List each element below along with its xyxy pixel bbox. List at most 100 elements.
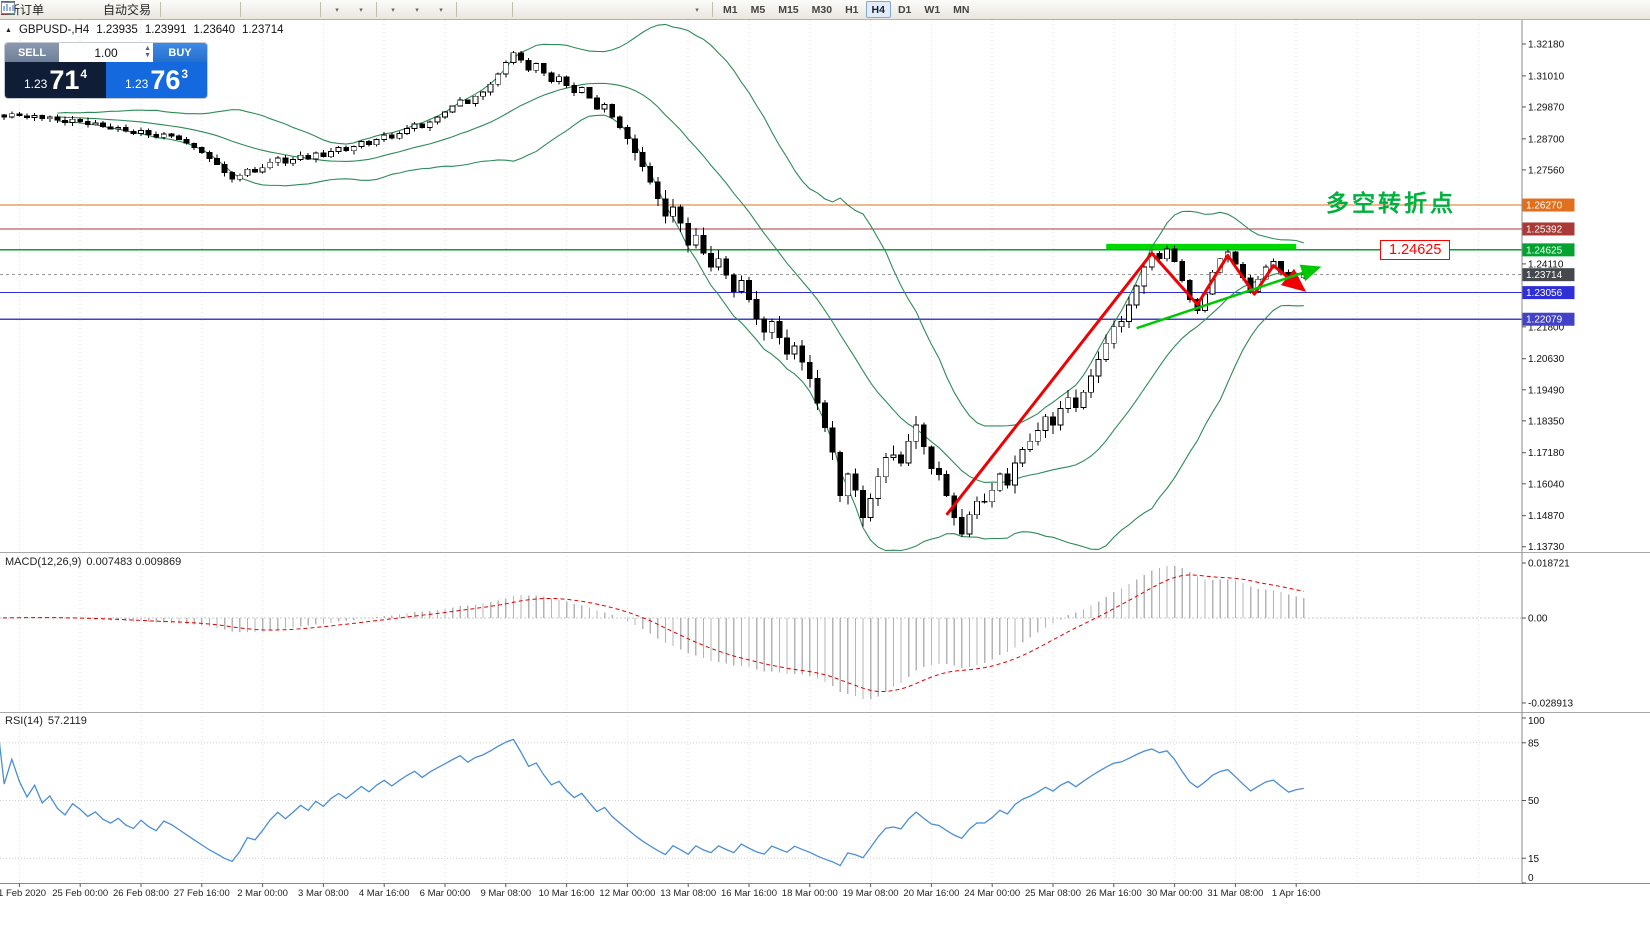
equidistant-channel-icon[interactable]: [1, 1, 612, 18]
svg-text:85: 85: [1528, 738, 1540, 749]
timeframe-MN[interactable]: MN: [953, 3, 970, 16]
volume-stepper-icon[interactable]: ▲ ▼: [144, 45, 151, 59]
zoom-in-icon[interactable]: [1, 1, 268, 18]
sell-price-box[interactable]: 1.23 71 4: [5, 62, 106, 98]
macd-histogram: [3, 565, 1305, 700]
svg-text:30 Mar 00:00: 30 Mar 00:00: [1147, 888, 1203, 899]
svg-text:21 Feb 2020: 21 Feb 2020: [0, 888, 46, 899]
shapes-icon[interactable]: ▾: [1, 1, 708, 18]
svg-text:1.21800: 1.21800: [1528, 322, 1565, 333]
bar-chart-icon[interactable]: [1, 1, 188, 18]
periods-icon[interactable]: ▾: [1, 1, 428, 18]
svg-text:4 Mar 16:00: 4 Mar 16:00: [359, 888, 410, 899]
svg-text:1.13730: 1.13730: [1528, 542, 1565, 553]
svg-text:1.24625: 1.24625: [1526, 245, 1563, 256]
svg-text:1.28700: 1.28700: [1528, 134, 1565, 145]
toolbar-separator: [456, 2, 458, 17]
buy-price-prefix: 1.23: [124, 76, 149, 91]
indicators-icon[interactable]: ▾: [2, 1, 404, 18]
zoom-out-icon[interactable]: [1, 1, 292, 18]
trendline-icon[interactable]: [1, 1, 588, 18]
sell-price-big: 71: [49, 64, 80, 95]
svg-text:13 Mar 08:00: 13 Mar 08:00: [660, 888, 716, 899]
svg-text:1.19490: 1.19490: [1528, 385, 1565, 396]
timeframe-D1[interactable]: D1: [897, 3, 912, 16]
high-value: 1.23991: [144, 24, 187, 36]
vertical-line-icon[interactable]: [7, 1, 564, 18]
svg-text:50: 50: [1528, 796, 1540, 807]
line-chart-icon[interactable]: [0, 1, 236, 18]
svg-text:12 Mar 00:00: 12 Mar 00:00: [599, 888, 655, 899]
svg-text:1.18350: 1.18350: [1528, 416, 1565, 427]
market-watch-icon[interactable]: [1, 1, 97, 18]
fibonacci-icon[interactable]: [1, 1, 636, 18]
chart-autoscroll-icon[interactable]: [1, 1, 1647, 18]
horizontal-line-icon[interactable]: [1, 1, 540, 18]
rsi-value: 57.2119: [47, 715, 87, 727]
svg-text:1.32180: 1.32180: [1528, 40, 1565, 51]
symbol-period-label: GBPUSD-,H4: [18, 24, 90, 36]
svg-text:1.24110: 1.24110: [1528, 259, 1564, 270]
templates-icon[interactable]: ▾: [1, 1, 452, 18]
svg-text:26 Mar 16:00: 26 Mar 16:00: [1086, 888, 1142, 899]
svg-text:1.25392: 1.25392: [1526, 224, 1563, 235]
new-chart-icon[interactable]: ▾: [1, 1, 348, 18]
toolbar-separator: [160, 2, 162, 17]
sell-button[interactable]: SELL: [5, 43, 59, 62]
chart-background: [0, 20, 1650, 944]
svg-text:20 Mar 16:00: 20 Mar 16:00: [903, 888, 959, 899]
chart-shift-icon[interactable]: [1, 1, 1623, 18]
timeframe-W1[interactable]: W1: [924, 3, 941, 16]
green-trendline[interactable]: [1136, 264, 1322, 330]
svg-text:1.17180: 1.17180: [1528, 448, 1565, 459]
sell-price-prefix: 1.23: [23, 76, 48, 91]
chart-ohlc-header: ▲ GBPUSD-,H4 1.23935 1.23991 1.23640 1.2…: [5, 24, 284, 36]
turning-point-annotation[interactable]: 多空转折点: [1326, 190, 1456, 216]
red-trend-arrow[interactable]: [945, 251, 1307, 516]
timeframe-M1[interactable]: M1: [723, 3, 738, 16]
candlestick-chart-icon[interactable]: [2, 1, 212, 18]
svg-text:100: 100: [1528, 716, 1545, 727]
cursor-icon[interactable]: [5, 1, 484, 18]
autotrading-button[interactable]: 自动交易: [2, 1, 156, 18]
buy-button[interactable]: BUY: [153, 43, 207, 62]
symbol-marker-icon: ▲: [5, 26, 12, 34]
timeframe-M30[interactable]: M30: [811, 3, 833, 16]
svg-text:1.20630: 1.20630: [1528, 354, 1565, 365]
profiles-icon[interactable]: ▾: [1, 1, 372, 18]
timeframe-H4[interactable]: H4: [865, 1, 891, 18]
buy-price-box[interactable]: 1.23 76 3: [106, 62, 207, 98]
crosshair-icon[interactable]: [1, 1, 508, 18]
low-value: 1.23640: [193, 24, 235, 36]
charts-window-icon[interactable]: [1, 1, 73, 18]
resistance-zone-bar[interactable]: [1106, 243, 1297, 250]
svg-text:0.00: 0.00: [1528, 614, 1548, 625]
volume-value[interactable]: 1.00: [94, 45, 118, 60]
svg-text:31 Mar 08:00: 31 Mar 08:00: [1207, 888, 1263, 899]
arrows-icon[interactable]: [2, 1, 684, 18]
svg-text:-0.028913: -0.028913: [1528, 698, 1573, 709]
open-value: 1.23935: [96, 24, 138, 36]
price-tag: 1.22079: [1522, 312, 1575, 326]
rsi-axis: 100 85 50 15 0: [1522, 716, 1545, 884]
timeframe-M15[interactable]: M15: [778, 3, 799, 16]
timeframe-M5[interactable]: M5: [750, 3, 766, 16]
horizontal-level-lines[interactable]: [0, 204, 1522, 321]
volume-input[interactable]: 1.00 ▲ ▼: [59, 43, 153, 62]
macd-label: MACD(12,26,9) 0.007483 0.009869: [5, 556, 186, 568]
level-price-annotation[interactable]: 1.24625: [1380, 240, 1451, 260]
svg-text:24 Mar 00:00: 24 Mar 00:00: [964, 888, 1020, 899]
svg-text:18 Mar 00:00: 18 Mar 00:00: [782, 888, 838, 899]
text-label-icon[interactable]: A: [4, 1, 660, 18]
svg-text:1.22079: 1.22079: [1526, 315, 1563, 326]
price-tag: 1.26270: [1522, 198, 1575, 212]
macd-axis: 0.018721 0.00 -0.028913: [1522, 558, 1573, 709]
timeframe-H1[interactable]: H1: [845, 3, 859, 16]
svg-text:15: 15: [1528, 854, 1540, 865]
tile-windows-icon[interactable]: [1, 1, 316, 18]
svg-text:1 Apr 16:00: 1 Apr 16:00: [1272, 888, 1321, 899]
toolbar-separator: [376, 2, 378, 17]
macd-name: MACD(12,26,9): [5, 556, 82, 568]
svg-text:9 Mar 08:00: 9 Mar 08:00: [480, 888, 531, 899]
